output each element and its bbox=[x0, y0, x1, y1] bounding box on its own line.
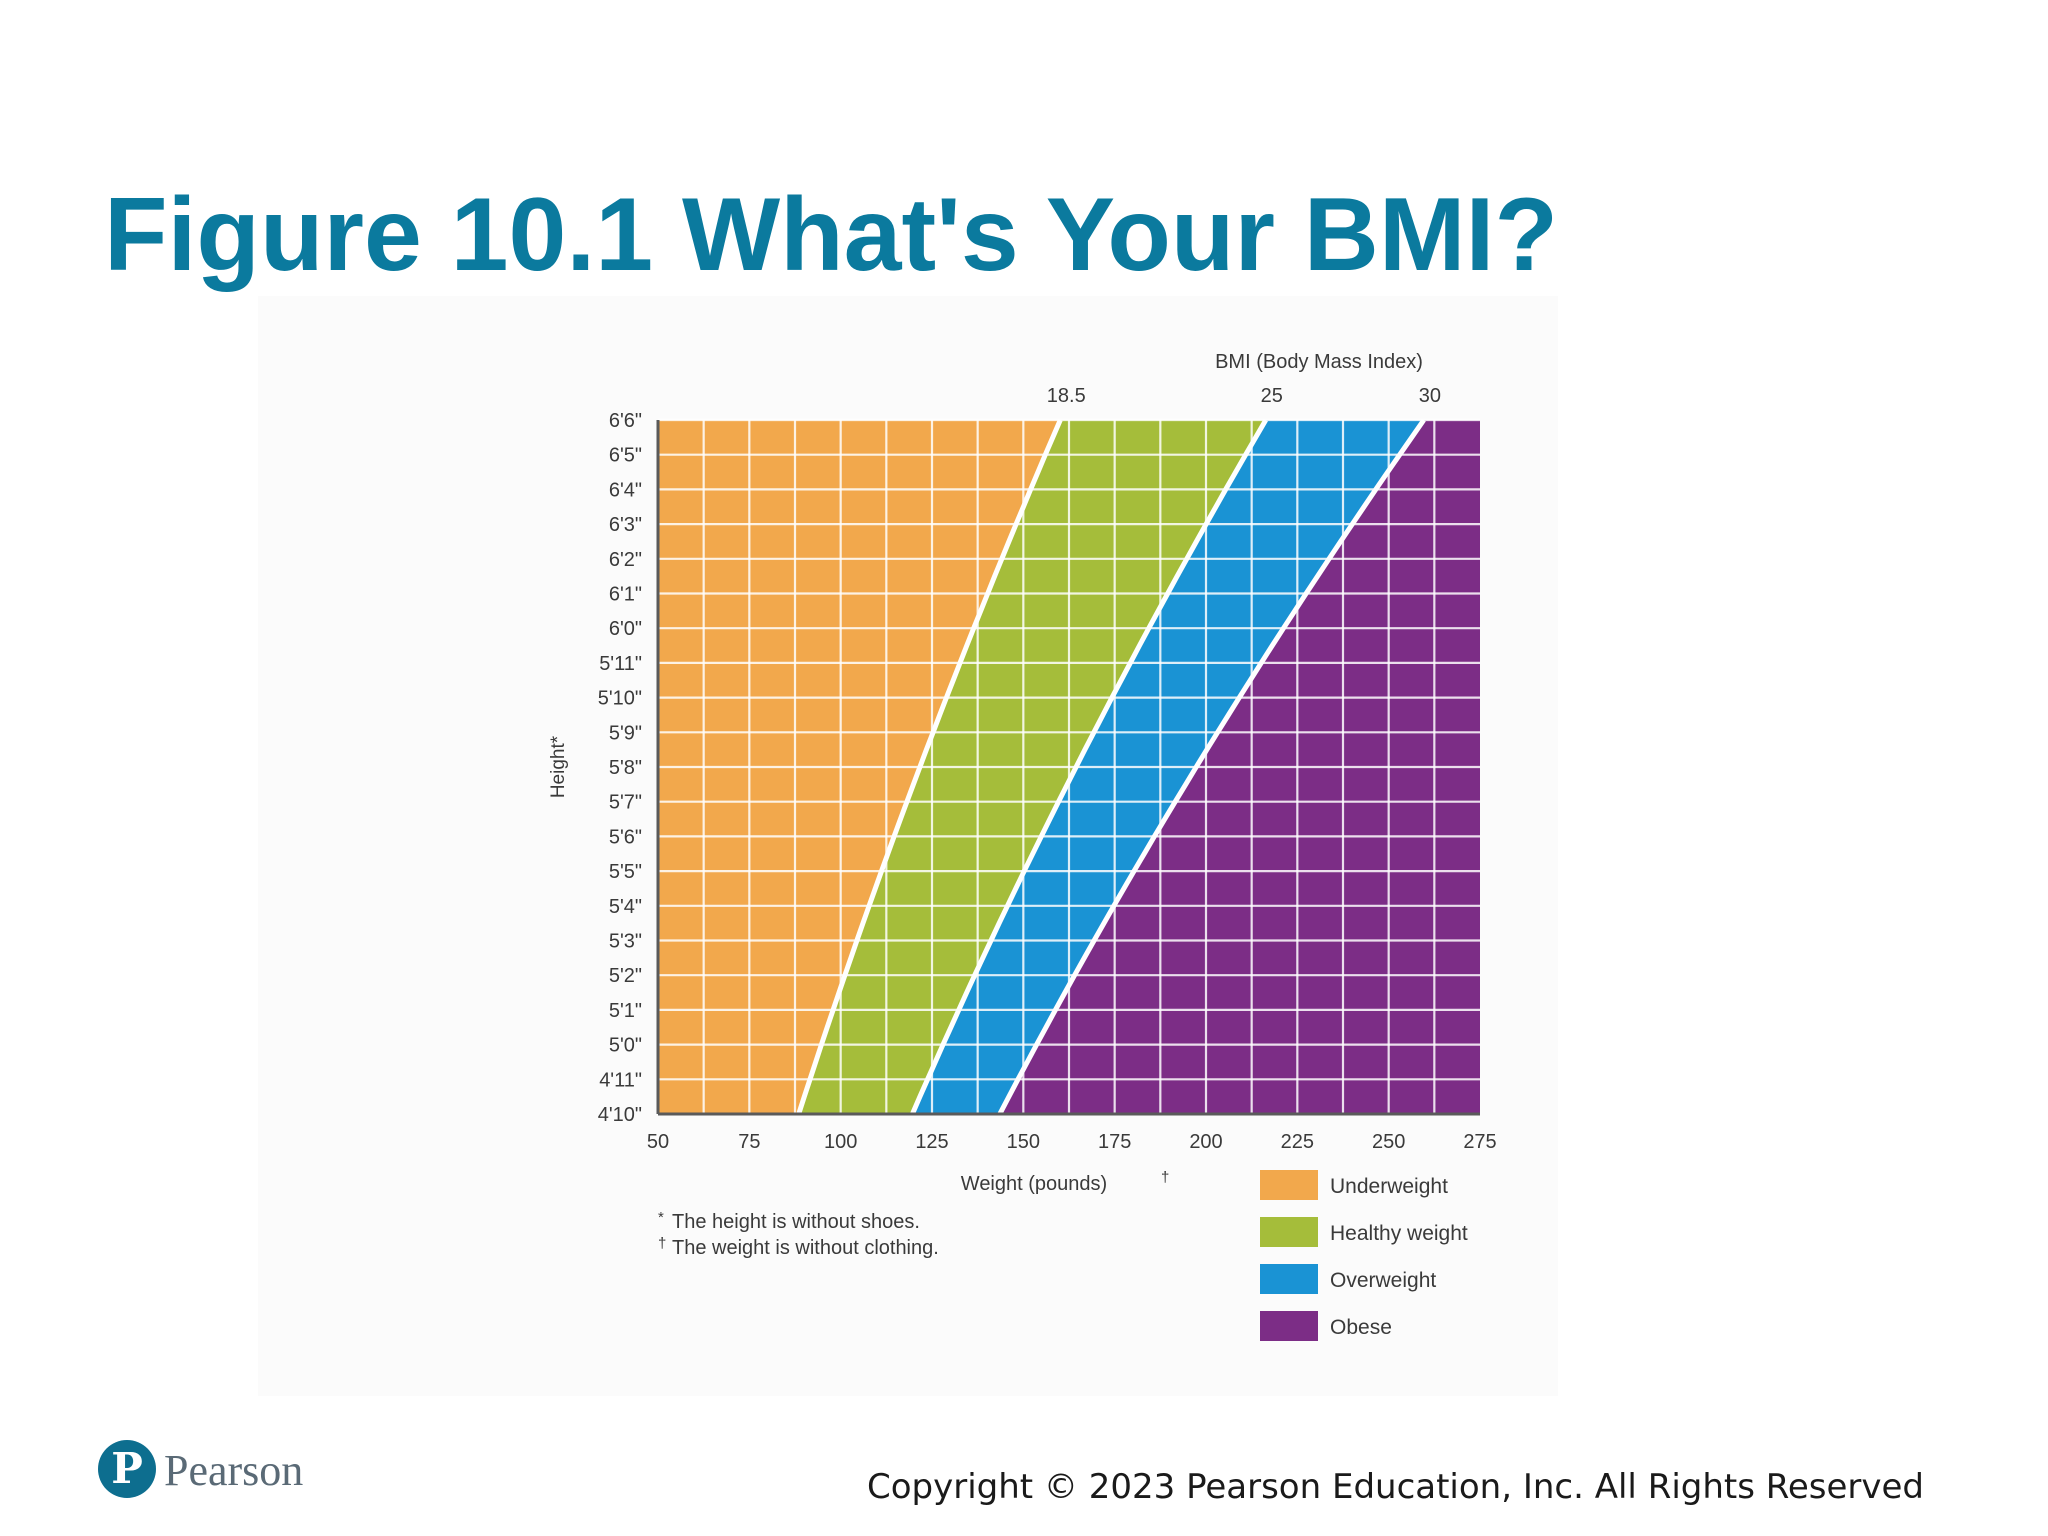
x-tick-label: 225 bbox=[1281, 1131, 1314, 1153]
figure-panel: 4'10" 4'11" 5'0" 5'1" 5'2" 5'3" 5'4" 5'5" 5'6" 5'… bbox=[258, 296, 1558, 1396]
bmi-boundary-label: 30 bbox=[1419, 385, 1441, 407]
y-tick-label: 5'8" bbox=[609, 757, 642, 779]
legend-label: Underweight bbox=[1330, 1175, 1448, 1198]
bmi-boundary-curve bbox=[796, 419, 1063, 1115]
copyright-notice: Copyright © 2023 Pearson Education, Inc.… bbox=[866, 1467, 1924, 1507]
pearson-logo-icon: P bbox=[98, 1440, 156, 1498]
x-tick-label: 200 bbox=[1189, 1131, 1222, 1153]
pearson-logo-glyph: P bbox=[111, 1444, 143, 1493]
y-tick-label: 6'5" bbox=[609, 445, 642, 467]
legend-swatch bbox=[1260, 1264, 1318, 1294]
x-tick-label: 250 bbox=[1372, 1131, 1405, 1153]
legend-label: Overweight bbox=[1330, 1269, 1436, 1292]
legend-swatch bbox=[1260, 1311, 1318, 1341]
bmi-boundary-curve bbox=[910, 418, 1268, 1115]
y-tick-label: 6'2" bbox=[609, 549, 642, 571]
footnote-mark: * bbox=[658, 1209, 664, 1226]
y-tick-label: 5'3" bbox=[609, 931, 642, 953]
y-tick-label: 5'1" bbox=[609, 1000, 642, 1022]
x-axis-label-mark: † bbox=[1161, 1169, 1169, 1186]
pearson-logo-text: Pearson bbox=[164, 1446, 304, 1495]
bmi-chart: 4'10" 4'11" 5'0" 5'1" 5'2" 5'3" 5'4" 5'5" 5'6" 5'… bbox=[548, 351, 1497, 1341]
x-tick-label: 75 bbox=[738, 1131, 760, 1153]
legend-swatch bbox=[1260, 1170, 1318, 1200]
y-tick-label: 6'1" bbox=[609, 584, 642, 606]
legend-swatch bbox=[1260, 1217, 1318, 1247]
chart-title: BMI (Body Mass Index) bbox=[1215, 351, 1423, 373]
bmi-boundary-label: 25 bbox=[1261, 385, 1283, 407]
y-tick-label: 4'11" bbox=[599, 1069, 642, 1091]
y-tick-label: 5'0" bbox=[609, 1035, 642, 1057]
y-tick-label: 6'6" bbox=[609, 410, 642, 432]
y-axis-label: Height* bbox=[548, 735, 569, 798]
footnote-text: The height is without shoes. bbox=[672, 1211, 920, 1233]
slide-title: Figure 10.1 What's Your BMI? bbox=[104, 177, 1558, 293]
y-tick-label: 5'9" bbox=[609, 722, 642, 744]
legend-label: Healthy weight bbox=[1330, 1222, 1468, 1245]
y-tick-label: 6'4" bbox=[609, 479, 642, 501]
y-tick-label: 6'0" bbox=[609, 618, 642, 640]
bmi-boundary-label: 18.5 bbox=[1047, 385, 1086, 407]
footnote-text: The weight is without clothing. bbox=[672, 1237, 939, 1259]
bmi-boundary-curve bbox=[997, 418, 1426, 1116]
x-tick-label: 175 bbox=[1098, 1131, 1131, 1153]
legend-label: Obese bbox=[1330, 1316, 1392, 1339]
y-tick-label: 5'2" bbox=[609, 965, 642, 987]
y-tick-label: 5'4" bbox=[609, 896, 642, 918]
y-tick-label: 5'7" bbox=[609, 792, 642, 814]
x-axis-label: Weight (pounds) bbox=[961, 1173, 1107, 1195]
y-tick-label: 5'6" bbox=[609, 826, 642, 848]
y-tick-label: 5'11" bbox=[599, 653, 642, 675]
footnote-mark: † bbox=[658, 1235, 666, 1252]
y-tick-label: 4'10" bbox=[598, 1104, 642, 1126]
x-tick-label: 100 bbox=[824, 1131, 857, 1153]
y-tick-label: 5'10" bbox=[598, 688, 642, 710]
x-tick-label: 150 bbox=[1007, 1131, 1040, 1153]
x-tick-label: 125 bbox=[915, 1131, 948, 1153]
y-tick-label: 5'5" bbox=[609, 861, 642, 883]
x-tick-label: 275 bbox=[1463, 1131, 1496, 1153]
x-tick-label: 50 bbox=[647, 1131, 669, 1153]
y-tick-label: 6'3" bbox=[609, 514, 642, 536]
pearson-logo: P Pearson bbox=[98, 1440, 338, 1504]
